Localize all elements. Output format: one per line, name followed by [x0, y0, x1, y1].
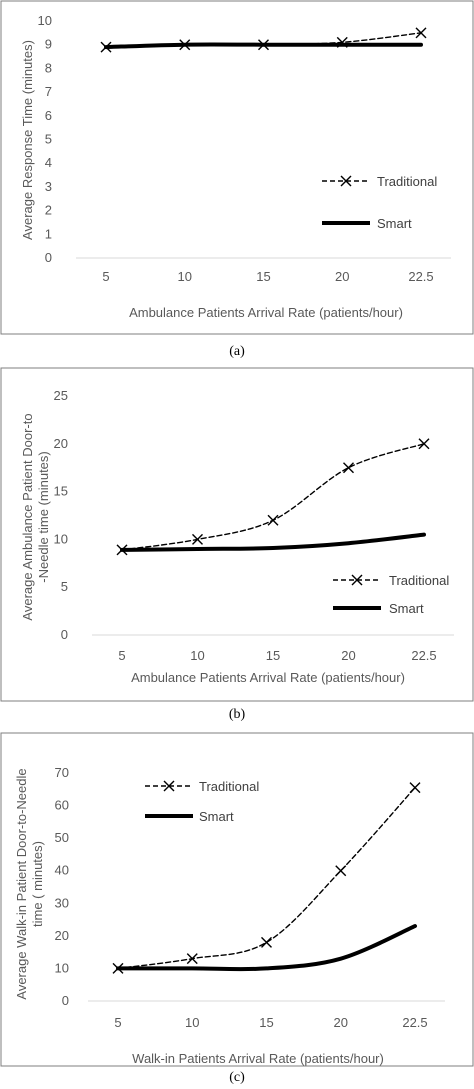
y-tick-label: 3 [45, 179, 52, 194]
legend-traditional-marker [163, 780, 175, 792]
x-tick-label: 15 [259, 1015, 273, 1030]
x-tick-label: 5 [102, 269, 109, 284]
x-tick-label: 10 [178, 269, 192, 284]
data-point-traditional [179, 39, 191, 51]
legend-traditional-label: Traditional [389, 573, 449, 588]
caption-b: (b) [228, 707, 246, 722]
y-tick-label: 20 [55, 928, 69, 943]
legend: Traditional Smart [322, 174, 437, 231]
data-point-traditional [336, 36, 348, 48]
x-tick-label: 20 [334, 1015, 348, 1030]
x-tick-label: 20 [335, 269, 349, 284]
x-tick-label: 15 [256, 269, 270, 284]
y-tick-label: 60 [55, 798, 69, 813]
legend: Traditional Smart [145, 779, 259, 824]
data-point-traditional [258, 39, 269, 51]
legend-smart-label: Smart [389, 601, 424, 616]
x-tick-label: 5 [118, 648, 125, 663]
y-tick-label: 5 [61, 579, 68, 594]
x-axis-title: Walk-in Patients Arrival Rate (patients/… [132, 1051, 384, 1066]
y-axis-title-line2: time ( minutes) [30, 841, 45, 927]
legend-traditional-marker [340, 175, 352, 187]
data-point-traditional [415, 27, 427, 39]
y-tick-label: 6 [45, 108, 52, 123]
x-tick-label: 10 [185, 1015, 199, 1030]
chart-frame [0, 367, 474, 702]
caption-c: (c) [229, 1070, 245, 1085]
x-tick-label: 20 [341, 648, 355, 663]
series-line-traditional [117, 786, 416, 970]
legend: Traditional Smart [333, 573, 449, 616]
y-tick-label: 20 [54, 436, 68, 451]
legend-smart-label: Smart [199, 809, 234, 824]
chart-frame [0, 732, 474, 1067]
x-tick-label: 22.5 [402, 1015, 427, 1030]
series-line-smart [120, 532, 426, 552]
y-tick-label: 5 [45, 132, 52, 147]
data-point-traditional [267, 514, 279, 526]
y-tick-label: 30 [55, 895, 69, 910]
x-axis-title: Ambulance Patients Arrival Rate (patient… [131, 670, 405, 685]
chart-c: Average Walk-in Patient Door-to-Needle t… [0, 732, 474, 1067]
y-tick-label: 1 [45, 226, 52, 241]
y-tick-label: 10 [55, 960, 69, 975]
y-axis-title: Average Response Time (minutes) [20, 40, 35, 240]
series-line-smart [116, 924, 417, 972]
chart-a: Average Response Time (minutes) Ambulanc… [0, 0, 474, 335]
y-tick-label: 7 [45, 84, 52, 99]
data-point-traditional [409, 782, 421, 794]
y-tick-label: 8 [45, 60, 52, 75]
y-axis-title-line1: Average Walk-in Patient Door-to-Needle [14, 768, 29, 999]
x-tick-label: 5 [114, 1015, 121, 1030]
y-tick-label: 2 [45, 203, 52, 218]
legend-traditional-label: Traditional [199, 779, 259, 794]
x-tick-label: 22.5 [408, 269, 433, 284]
data-point-traditional [335, 865, 347, 877]
y-tick-label: 25 [54, 388, 68, 403]
chart-frame [0, 0, 474, 335]
y-tick-label: 0 [61, 627, 68, 642]
x-axis-title: Ambulance Patients Arrival Rate (patient… [129, 305, 403, 320]
y-tick-label: 70 [55, 765, 69, 780]
data-point-traditional [418, 438, 430, 450]
legend-traditional-label: Traditional [377, 174, 437, 189]
legend-traditional-marker [351, 574, 363, 586]
y-axis-title-line1: Average Ambulance Patient Door-to [20, 413, 35, 620]
y-tick-label: 0 [62, 993, 69, 1008]
y-tick-label: 4 [45, 155, 52, 170]
data-point-traditional [343, 462, 354, 474]
data-point-traditional [100, 41, 112, 53]
legend-smart-label: Smart [377, 216, 412, 231]
caption-a: (a) [229, 344, 245, 359]
y-tick-label: 9 [45, 37, 52, 52]
y-tick-label: 10 [38, 13, 52, 28]
chart-b: Average Ambulance Patient Door-to -Needl… [0, 367, 474, 702]
data-point-traditional [186, 953, 198, 965]
x-tick-label: 15 [266, 648, 280, 663]
y-tick-label: 50 [55, 830, 69, 845]
y-tick-label: 15 [54, 484, 68, 499]
x-tick-label: 22.5 [411, 648, 436, 663]
x-tick-label: 10 [190, 648, 204, 663]
data-point-traditional [261, 936, 272, 948]
data-point-traditional [112, 962, 124, 974]
y-tick-label: 40 [55, 863, 69, 878]
y-tick-label: 0 [45, 250, 52, 265]
y-axis-title-line2: -Needle time (minutes) [36, 451, 51, 583]
data-point-traditional [192, 533, 203, 545]
data-point-traditional [116, 544, 128, 556]
y-tick-label: 10 [54, 531, 68, 546]
